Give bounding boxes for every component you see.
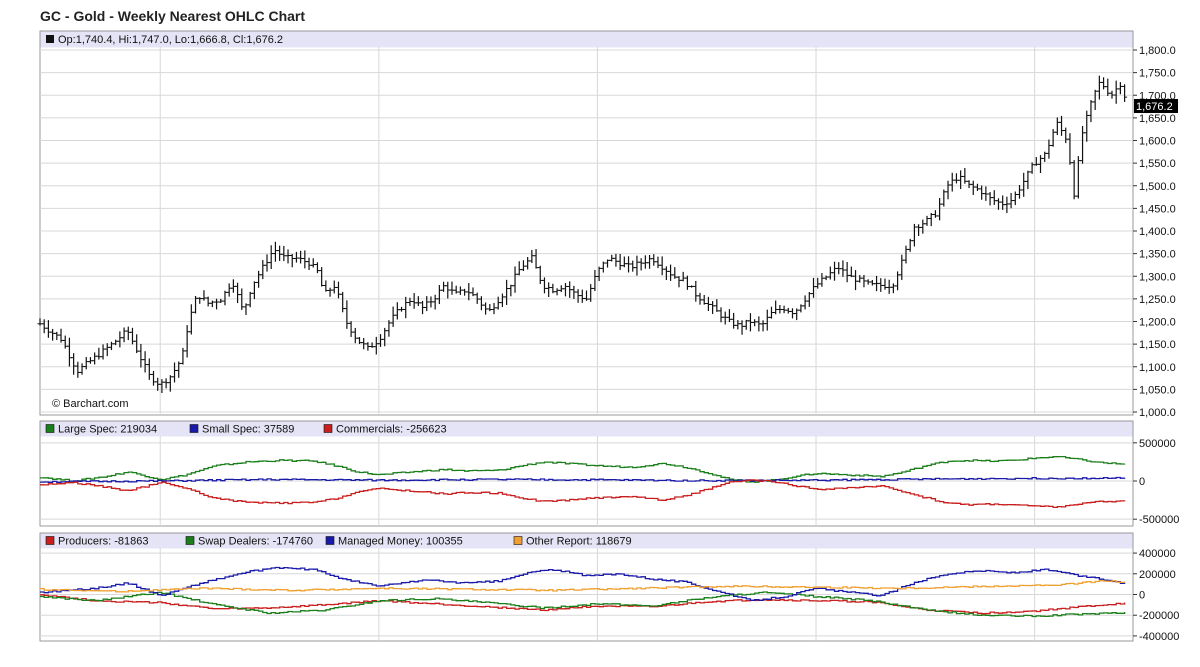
- y-tick-label: 1,200.0: [1139, 317, 1176, 329]
- y-tick-label: -400000: [1139, 631, 1179, 643]
- legend-swatch: [185, 536, 195, 545]
- y-tick-label: 1,300.0: [1139, 271, 1176, 283]
- legend-swatch: [45, 424, 55, 433]
- y-tick-label: 1,150.0: [1139, 339, 1176, 351]
- y-tick-label: 1,650.0: [1139, 113, 1176, 125]
- watermark: © Barchart.com: [52, 398, 129, 410]
- y-tick-label: 1,050.0: [1139, 384, 1176, 396]
- legend-swatch: [513, 536, 523, 545]
- legend-ohlc: Op:1,740.4, Hi:1,747.0, Lo:1,666.8, Cl:1…: [58, 34, 283, 46]
- y-tick-label: 500000: [1139, 438, 1176, 450]
- y-tick-label: 400000: [1139, 548, 1176, 560]
- y-tick-label: 1,750.0: [1139, 68, 1176, 80]
- y-tick-label: 1,800.0: [1139, 45, 1176, 57]
- series-line: [40, 479, 1126, 509]
- series-line: [40, 591, 1126, 618]
- legend-swatch: [323, 424, 333, 433]
- y-tick-label: 1,250.0: [1139, 294, 1176, 306]
- legend-entry: Large Spec: 219034: [58, 424, 157, 436]
- y-tick-label: 1,100.0: [1139, 362, 1176, 374]
- legend-swatch: [189, 424, 199, 433]
- series-line: [40, 566, 1126, 602]
- series-line: [40, 476, 1126, 483]
- legend-bar-cot2: [40, 533, 1133, 549]
- last-price-tag: [1134, 99, 1178, 114]
- panel-frame-cot1: [39, 420, 1134, 527]
- y-tick-label: 0: [1139, 590, 1145, 602]
- y-tick-label: 200000: [1139, 569, 1176, 581]
- legend-entry: Swap Dealers: -174760: [198, 536, 313, 548]
- series-line: [40, 580, 1126, 593]
- price-panel: 1,000.0 1,050.0 1,100.0 1,150.0 1,200.0 1,250…: [37, 34, 1178, 419]
- page-title: GC - Gold - Weekly Nearest OHLC Chart: [40, 8, 306, 24]
- y-tick-label: 1,550.0: [1139, 158, 1176, 170]
- y-tick-label: 1,500.0: [1139, 181, 1176, 193]
- grid-lines: [39, 30, 1134, 642]
- legend-entry: Small Spec: 37589: [202, 424, 294, 436]
- legend-entry: Managed Money: 100355: [338, 536, 463, 548]
- cot-panel-1: 500000 0 -500000 Large Spec: 219034 Small Sp…: [40, 424, 1179, 526]
- panel-frame-price: [39, 30, 1134, 416]
- legend-swatch: [325, 536, 335, 545]
- series-line: [40, 455, 1126, 483]
- y-tick-label: 0: [1139, 476, 1145, 488]
- y-tick-label: 1,400.0: [1139, 226, 1176, 238]
- series-line: [40, 594, 1126, 615]
- cot-panel-2: 400000 200000 0 -200000 -400000 Producers: -8…: [40, 536, 1179, 643]
- y-tick-label: -200000: [1139, 610, 1179, 622]
- last-price-label: 1,676.2: [1136, 101, 1173, 113]
- legend-bar-price: [40, 31, 1133, 48]
- y-tick-label: 1,350.0: [1139, 249, 1176, 261]
- legend-entry: Producers: -81863: [58, 536, 149, 548]
- legend-bar-cot1: [40, 421, 1133, 437]
- y-tick-label: 1,450.0: [1139, 203, 1176, 215]
- y-tick-label: 1,600.0: [1139, 136, 1176, 148]
- legend-entry: Other Report: 118679: [526, 536, 632, 548]
- y-tick-label: -500000: [1139, 514, 1179, 526]
- legend-entry: Commercials: -256623: [336, 424, 447, 436]
- legend-swatch-ohlc: [46, 35, 54, 43]
- y-tick-label: 1,000.0: [1139, 407, 1176, 419]
- legend-swatch: [45, 536, 55, 545]
